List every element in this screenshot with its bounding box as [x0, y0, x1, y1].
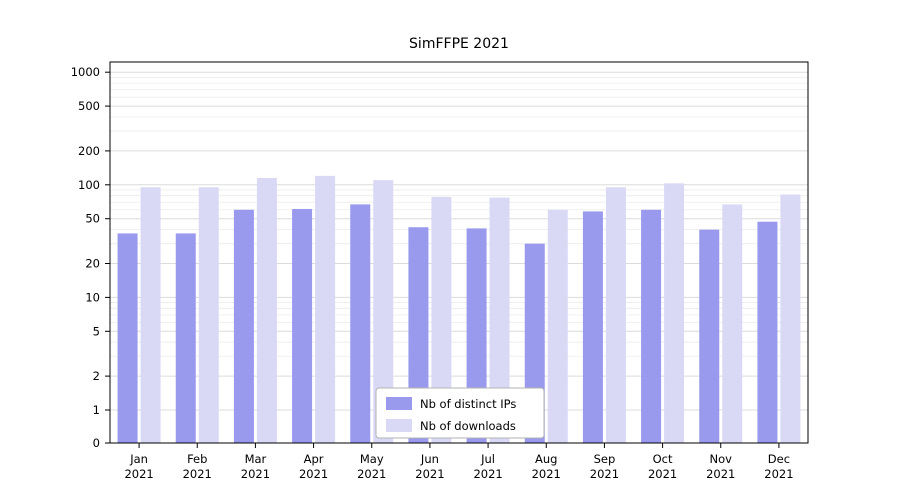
y-tick-label: 100 — [78, 178, 100, 192]
y-tick-label: 5 — [93, 324, 100, 338]
x-tick-label-year: 2021 — [299, 467, 328, 481]
legend-swatch — [386, 419, 412, 432]
bar-downloads — [431, 196, 452, 443]
x-tick-label-year: 2021 — [590, 467, 619, 481]
x-tick-label-year: 2021 — [241, 467, 270, 481]
x-tick-label-month: Sep — [594, 452, 616, 466]
bar-distinct-ips — [582, 211, 603, 443]
x-tick-label-year: 2021 — [357, 467, 386, 481]
bar-distinct-ips — [175, 233, 196, 443]
x-tick-label-year: 2021 — [648, 467, 677, 481]
x-tick-label-year: 2021 — [415, 467, 444, 481]
y-tick-label: 1 — [93, 403, 100, 417]
bar-downloads — [664, 183, 685, 443]
x-tick-label-month: Jun — [420, 452, 439, 466]
bar-downloads — [198, 187, 219, 443]
y-tick-label: 20 — [85, 257, 100, 271]
x-tick-label-year: 2021 — [532, 467, 561, 481]
bar-downloads — [605, 187, 626, 443]
x-tick-label-month: Aug — [535, 452, 557, 466]
x-tick-label-month: Jul — [480, 452, 495, 466]
x-tick-label-year: 2021 — [473, 467, 502, 481]
y-tick-label: 1000 — [71, 65, 100, 79]
bar-downloads — [140, 187, 161, 443]
bar-distinct-ips — [117, 233, 138, 443]
bar-distinct-ips — [292, 208, 313, 443]
bar-downloads — [315, 175, 336, 443]
bar-downloads — [722, 204, 743, 443]
bar-downloads — [780, 194, 801, 443]
x-tick-label-month: May — [360, 452, 384, 466]
legend-label: Nb of distinct IPs — [420, 397, 516, 411]
x-tick-label-year: 2021 — [764, 467, 793, 481]
x-tick-label-month: Jan — [129, 452, 148, 466]
bar-downloads — [547, 209, 568, 443]
y-tick-label: 2 — [93, 369, 100, 383]
x-tick-label-year: 2021 — [183, 467, 212, 481]
x-tick-label-year: 2021 — [706, 467, 735, 481]
legend-box — [375, 387, 545, 439]
x-tick-label-month: Mar — [245, 452, 267, 466]
x-tick-label-year: 2021 — [124, 467, 153, 481]
chart-title: SimFFPE 2021 — [409, 36, 509, 52]
bar-downloads — [489, 197, 510, 443]
x-tick-label-month: Dec — [768, 452, 790, 466]
y-tick-label: 0 — [93, 436, 100, 450]
x-tick-label-month: Oct — [653, 452, 673, 466]
x-tick-label-month: Apr — [304, 452, 324, 466]
legend: Nb of distinct IPs Nb of downloads — [375, 387, 545, 439]
bar-distinct-ips — [757, 221, 778, 443]
legend-swatch — [386, 397, 412, 410]
x-tick-label-month: Feb — [187, 452, 207, 466]
y-tick-label: 500 — [78, 99, 100, 113]
bar-downloads — [256, 177, 277, 443]
y-tick-label: 50 — [85, 212, 100, 226]
bar-distinct-ips — [699, 229, 720, 443]
bar-downloads — [373, 180, 394, 443]
legend-label: Nb of downloads — [420, 419, 516, 433]
y-tick-label: 200 — [78, 144, 100, 158]
minor-gridlines — [110, 76, 808, 357]
y-tick-label: 10 — [85, 290, 100, 304]
bar-distinct-ips — [350, 204, 371, 443]
bar-distinct-ips — [233, 209, 254, 443]
axes — [109, 61, 809, 444]
plot-border — [109, 61, 809, 444]
tick-labels: 01251020501002005001000Jan2021Feb2021Mar… — [71, 65, 794, 481]
bar-distinct-ips — [641, 209, 662, 443]
x-tick-label-month: Nov — [710, 452, 733, 466]
